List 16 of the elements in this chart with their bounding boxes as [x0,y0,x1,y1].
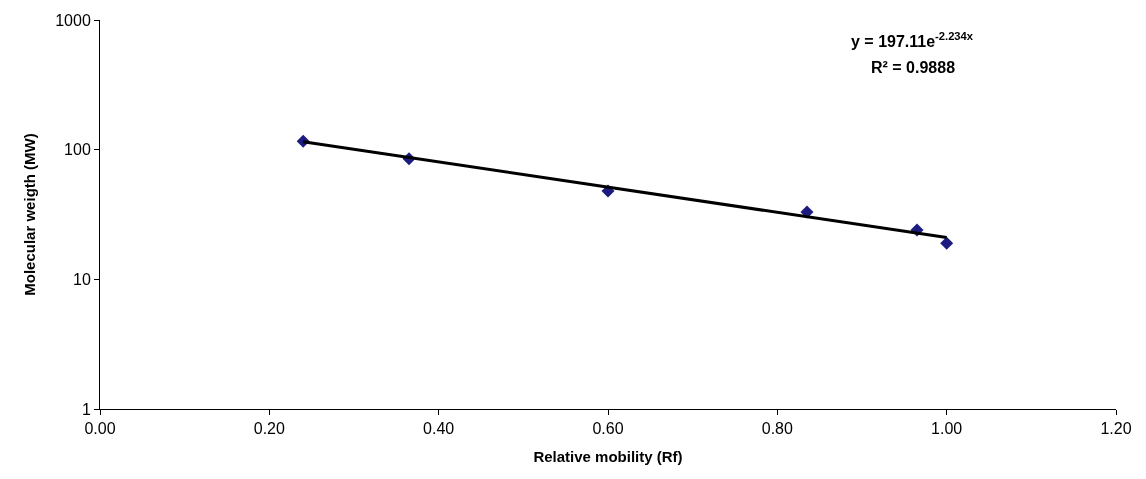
annotation: y = 197.11e$^{-2.234x}$ [851,30,974,50]
x-tick-label: 0.40 [423,420,455,438]
x-axis-title: Relative mobility (Rf) [533,448,683,466]
y-tick-label: 1 [81,400,91,418]
x-tick-label: 0.60 [592,420,624,438]
x-tick-label: 0.80 [761,420,793,438]
x-tick-label: 0.00 [84,420,116,438]
y-tick-label: 10 [73,270,91,288]
x-tick-label: 0.20 [253,420,285,438]
y-axis-title: Molecular weigth (MW) [21,133,39,296]
x-tick-label: 1.20 [1100,420,1132,438]
y-tick-label: 100 [64,141,91,159]
x-tick-label: 1.00 [931,420,963,438]
annotation: R² = 0.9888 [871,59,956,76]
point [940,236,954,250]
y-tick-label: 1000 [55,11,91,29]
